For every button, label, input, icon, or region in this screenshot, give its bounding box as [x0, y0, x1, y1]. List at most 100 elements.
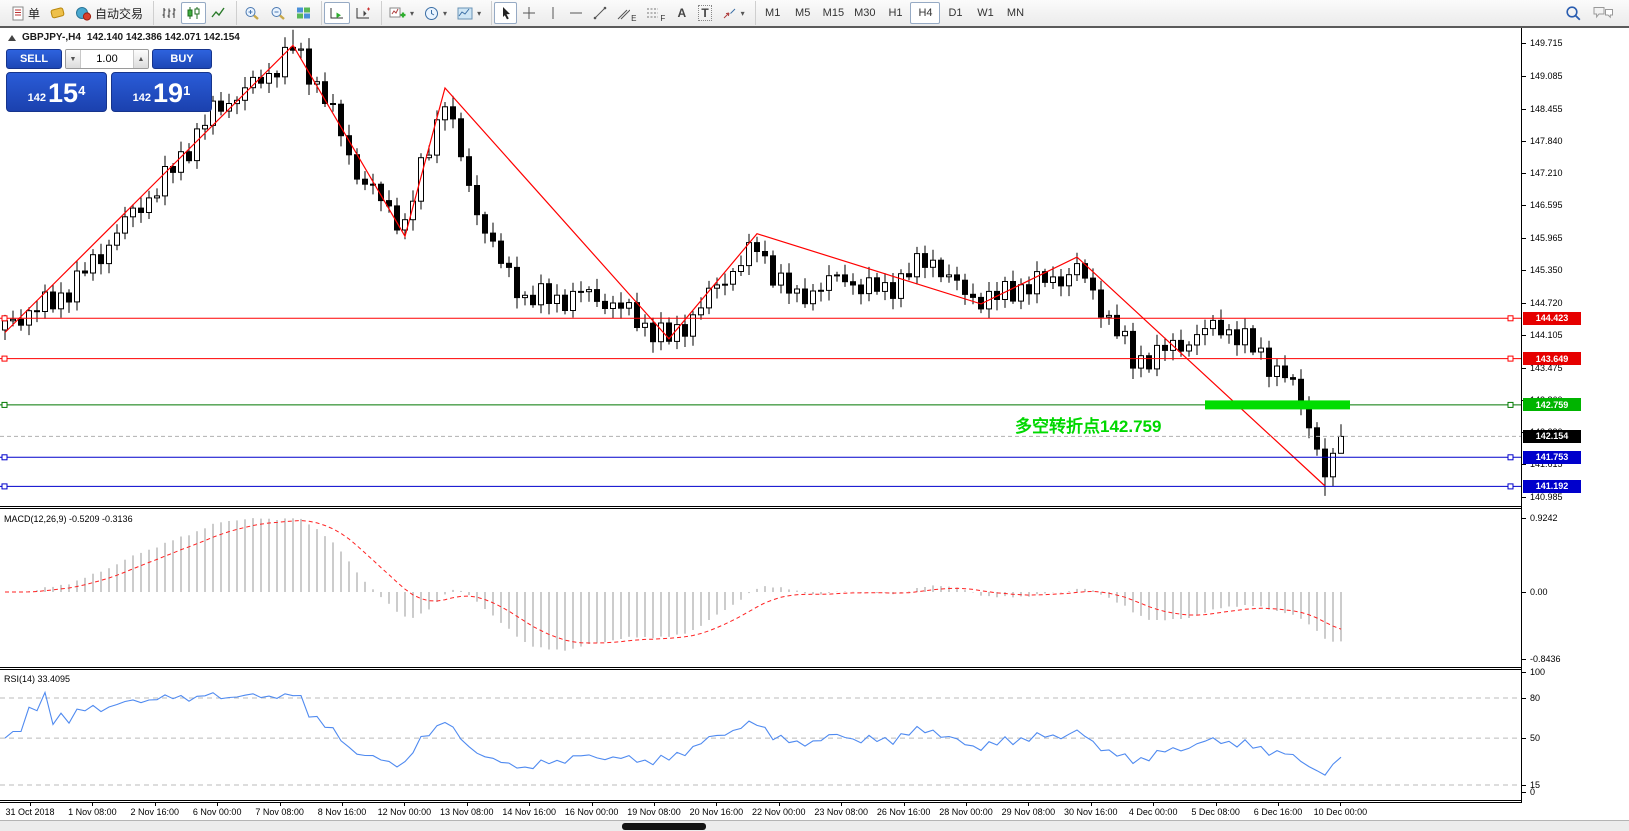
label-button[interactable]: T	[693, 2, 716, 24]
tab-timeframe-M30[interactable]: M30	[854, 7, 876, 19]
price-axis[interactable]: 149.715 149.085 148.455 147.840 147.210 146.5…	[1521, 28, 1629, 803]
price-tick-label: 144.720	[1530, 297, 1563, 308]
main-macd-splitter[interactable]	[0, 506, 1629, 509]
templates-caret-icon[interactable]: ▾	[477, 8, 482, 18]
tab-timeframe-M1[interactable]: M1	[765, 7, 781, 19]
autotrading-button[interactable]: 自动交易	[70, 2, 148, 24]
time-tick-mark	[1215, 803, 1217, 806]
time-tick-label: 30 Nov 16:00	[1064, 807, 1118, 817]
time-tick-label: 12 Nov 00:00	[377, 807, 432, 817]
level-price-badge: 142.759	[1523, 398, 1581, 412]
price-tick-mark	[1522, 367, 1526, 369]
buy-price-tile[interactable]: 142 19 1	[111, 72, 212, 112]
tab-timeframe-D1[interactable]: D1	[948, 7, 963, 19]
price-tick-mark	[1522, 302, 1526, 304]
time-tick-mark	[30, 803, 31, 806]
macd-rsi-splitter[interactable]	[0, 667, 1629, 670]
time-tick-label: 28 Nov 00:00	[939, 807, 993, 817]
time-tick-mark	[1090, 803, 1092, 806]
collapse-panel-icon[interactable]	[8, 34, 16, 41]
auto-scroll-button[interactable]	[324, 2, 351, 24]
price-tick-mark	[1522, 464, 1526, 466]
chart-line-button[interactable]	[206, 2, 231, 24]
indicators-button[interactable]: ▾	[384, 2, 419, 24]
chart-window: GBPJPY-,H4 142.140 142.386 142.071 142.1…	[0, 28, 1629, 831]
tab-timeframe-MN[interactable]: MN	[1006, 7, 1025, 19]
channel-button[interactable]: E	[612, 2, 641, 24]
price-tick-mark	[1522, 334, 1526, 336]
time-tick-label: 5 Dec 08:00	[1191, 807, 1240, 817]
vertical-line-button[interactable]	[541, 2, 564, 24]
zoom-out-icon	[271, 6, 285, 20]
price-tick-mark	[1522, 238, 1526, 240]
tab-timeframe-W1[interactable]: W1	[977, 7, 994, 19]
time-tick-label: 19 Nov 08:00	[627, 807, 681, 817]
chart-bars-button[interactable]	[156, 2, 181, 24]
sell-button[interactable]: SELL	[6, 49, 62, 69]
crosshair-icon	[523, 7, 536, 19]
time-axis-splitter	[0, 800, 1629, 803]
volume-decrease-button[interactable]: ▼	[66, 50, 81, 68]
volume-value[interactable]: 1.00	[96, 53, 118, 65]
tile-windows-button[interactable]	[291, 2, 316, 24]
line-chart-icon	[211, 7, 225, 18]
tab-timeframe-M5[interactable]: M5	[795, 7, 811, 19]
macd-tick-label: -0.8436	[1530, 654, 1561, 665]
zoom-in-button[interactable]	[239, 2, 265, 24]
scrollbar-thumb[interactable]	[622, 823, 706, 830]
time-tick-label: 16 Nov 00:00	[564, 807, 619, 817]
macd-tick-label: 0.9242	[1530, 513, 1558, 524]
time-tick-label: 7 Nov 08:00	[255, 807, 304, 817]
buy-button[interactable]: BUY	[152, 49, 212, 69]
periods-caret-icon[interactable]: ▾	[443, 8, 448, 18]
level-price-badge: 141.192	[1523, 479, 1581, 493]
price-tick-label: 145.965	[1530, 233, 1563, 244]
chart-shift-button[interactable]	[350, 2, 376, 24]
volume-stepper[interactable]: ▼ 1.00 ▲	[65, 49, 149, 69]
history-center-button[interactable]	[45, 2, 70, 24]
macd-tick-mark	[1522, 518, 1526, 520]
tab-timeframe-M15[interactable]: M15	[822, 7, 845, 19]
sell-price-tile[interactable]: 142 15 4	[6, 72, 107, 112]
price-tick-mark	[1522, 140, 1526, 142]
indicators-caret-icon[interactable]: ▾	[410, 8, 415, 18]
shapes-caret-icon[interactable]: ▾	[740, 8, 745, 18]
autotrading-icon	[76, 6, 92, 21]
cursor-button[interactable]	[494, 2, 518, 24]
chat-button[interactable]	[1587, 2, 1619, 24]
time-tick-mark	[1278, 803, 1279, 806]
time-axis[interactable]: 31 Oct 2018 1 Nov 08:00 2 Nov 16:00 6 Nov 0…	[0, 803, 1629, 820]
new-order-button[interactable]: 单	[6, 2, 45, 24]
price-tick-label: 141.615	[1530, 459, 1563, 470]
template-icon	[457, 7, 473, 19]
tab-timeframe-H4[interactable]: H4	[910, 2, 941, 24]
time-tick-label: 13 Nov 08:00	[440, 807, 494, 817]
price-tick-mark	[1522, 173, 1526, 175]
time-tick-label: 20 Nov 16:00	[689, 807, 744, 817]
tab-timeframe-H1[interactable]: H1	[888, 7, 903, 19]
volume-increase-button[interactable]: ▲	[133, 50, 148, 68]
price-tick-mark	[1522, 75, 1526, 77]
add-indicator-icon	[389, 7, 406, 17]
text-button[interactable]: A	[670, 2, 693, 24]
trendline-button[interactable]	[588, 2, 612, 24]
templates-button[interactable]: ▾	[452, 2, 486, 24]
time-tick-label: 6 Dec 16:00	[1253, 807, 1303, 817]
chart-candles-button[interactable]	[181, 2, 207, 24]
macd-tick-mark	[1522, 659, 1526, 661]
horizontal-scrollbar[interactable]	[0, 820, 1629, 831]
horizontal-line-button[interactable]	[564, 2, 588, 24]
label-tool-label: T	[698, 5, 712, 21]
rsi-tick-mark	[1522, 672, 1526, 673]
document-icon	[12, 6, 24, 20]
level-price-badge: 141.753	[1523, 450, 1581, 464]
price-tick-label: 144.105	[1530, 329, 1563, 340]
crosshair-button[interactable]	[517, 2, 541, 24]
zoom-out-button[interactable]	[265, 2, 291, 24]
shapes-button[interactable]: ▾	[717, 2, 750, 24]
periods-button[interactable]: ▾	[419, 2, 452, 24]
macd-signal-line	[5, 519, 1342, 644]
search-button[interactable]	[1560, 2, 1587, 24]
fibonacci-button[interactable]: F	[641, 2, 670, 24]
macd-indicator-label: MACD(12,26,9) -0.5209 -0.3136	[4, 514, 133, 524]
